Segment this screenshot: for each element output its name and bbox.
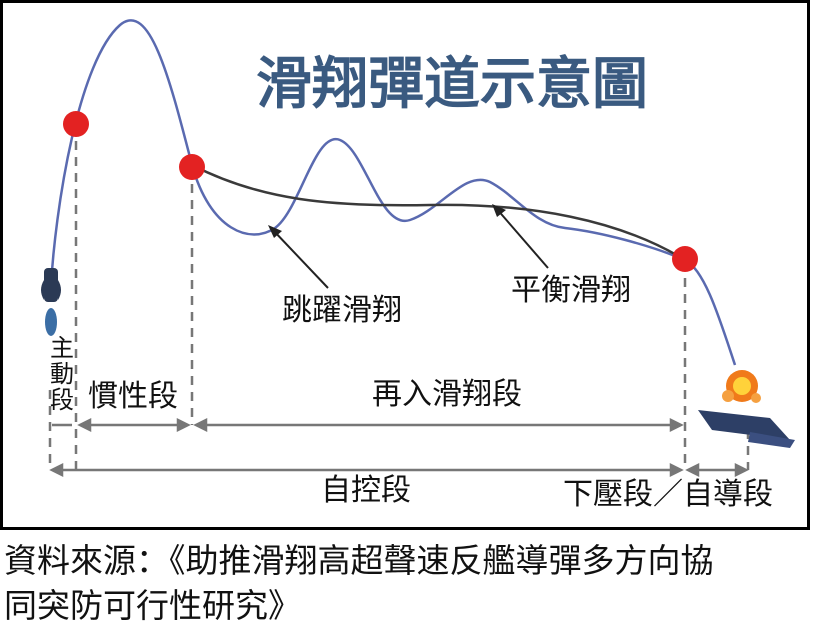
explosion-icon [722, 370, 761, 403]
diagram-title: 滑翔彈道示意圖 [256, 52, 648, 117]
equilibrium-glide-pointer [492, 204, 549, 269]
glide-trajectory-diagram: 滑翔彈道示意圖 跳躍滑翔 平衡滑翔 主 動 段 慣性段 再入滑翔段 自 [0, 0, 810, 530]
target-ship-icon [698, 410, 795, 448]
dive-start-marker [672, 246, 698, 272]
segment-dividers [48, 125, 750, 470]
reentry-glide-segment-label: 再入滑翔段 [372, 377, 522, 412]
glide-start-marker [179, 154, 205, 180]
inertial-segment-label: 慣性段 [88, 379, 178, 414]
source-caption: 資料來源：《助推滑翔高超聲速反艦導彈多方向協 同突防可行性研究》 [4, 538, 810, 628]
dimension-lines [49, 417, 749, 478]
unpowered-segment-label: 自控段 [321, 473, 411, 508]
skip-glide-pointer [268, 225, 329, 289]
terminal-segment-label: 下壓段／自導段 [563, 477, 773, 512]
skip-glide-curve [48, 19, 737, 366]
powered-segment-label: 主 動 段 [50, 334, 74, 414]
svg-text:動: 動 [50, 360, 74, 388]
svg-text:主: 主 [50, 334, 74, 362]
svg-text:段: 段 [50, 386, 74, 414]
burnout-marker [63, 111, 89, 137]
equilibrium-glide-label: 平衡滑翔 [511, 273, 631, 308]
equilibrium-glide-curve [191, 163, 686, 262]
skip-glide-label: 跳躍滑翔 [282, 293, 402, 328]
missile-icon [41, 268, 61, 336]
source-caption-line1: 資料來源：《助推滑翔高超聲速反艦導彈多方向協 [4, 541, 714, 580]
source-caption-line2: 同突防可行性研究》 [4, 586, 301, 625]
